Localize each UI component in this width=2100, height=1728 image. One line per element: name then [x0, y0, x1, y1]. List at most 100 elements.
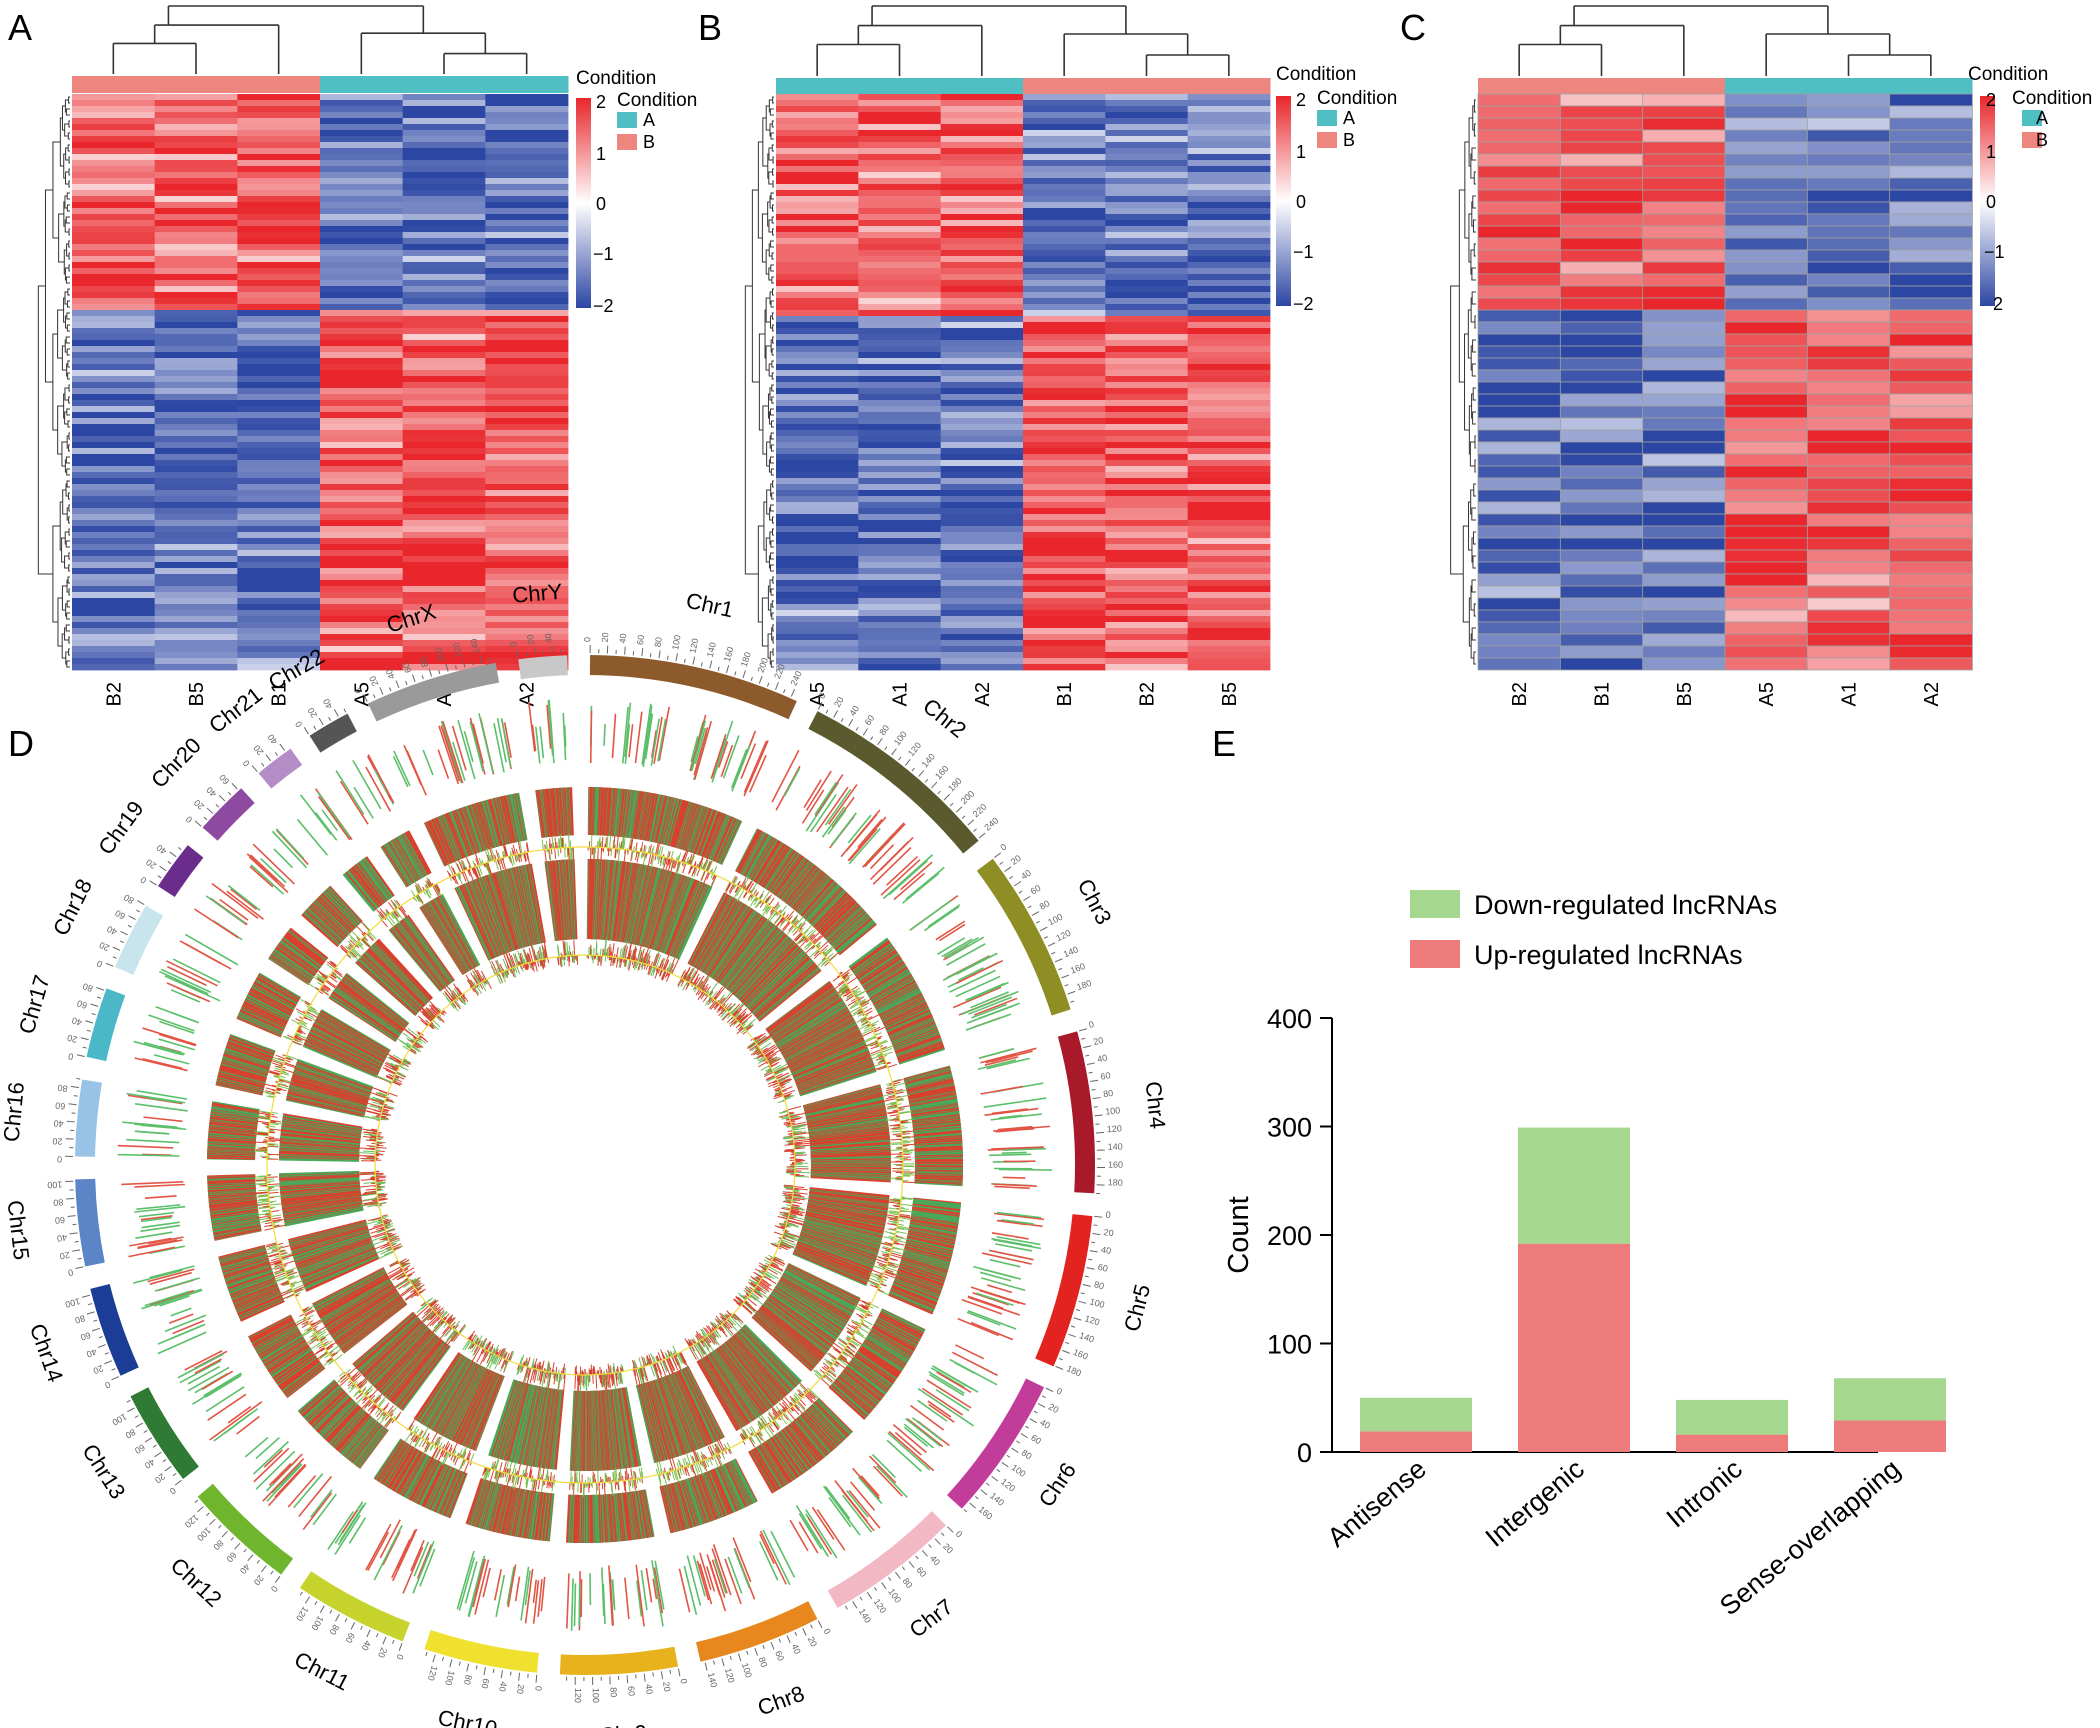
inner-histogram-mark	[606, 946, 609, 957]
colorbar-tick: 1	[1986, 142, 1996, 162]
heatmap-cell	[1559, 189, 1644, 203]
heatmap-cell	[776, 286, 859, 293]
dendrogram-branch	[65, 624, 70, 632]
heatmap-cell	[237, 196, 321, 203]
heatmap-cell	[1889, 261, 1973, 275]
chromosome-label: Chr2	[918, 693, 971, 742]
heatmap-cell	[1187, 538, 1271, 545]
dendrogram-branch	[761, 213, 768, 263]
heatmap-cell	[1559, 441, 1644, 455]
heatmap-cell	[72, 256, 156, 263]
heatmap-cell	[1023, 256, 1106, 263]
heatmap-cell	[858, 544, 942, 551]
heatmap-cell	[154, 370, 238, 377]
dendrogram-branch	[1472, 195, 1476, 209]
outer-track-mark	[994, 1185, 1030, 1190]
heatmap-cell	[940, 496, 1024, 503]
heatmap-cell	[402, 322, 486, 329]
heatmap-cell	[1187, 202, 1271, 209]
heatmap-cell	[776, 634, 859, 641]
dendrogram-branch	[769, 564, 774, 572]
heatmap-cell	[402, 652, 486, 659]
outer-track-mark	[905, 866, 945, 900]
heatmap-cell	[1187, 346, 1271, 353]
heatmap-cell	[1477, 237, 1562, 251]
dendrogram-branch	[1471, 267, 1476, 281]
heatmap-cell	[940, 184, 1024, 191]
heatmap-cell	[940, 400, 1024, 407]
heatmap-cell	[402, 334, 486, 341]
heatmap-cell	[940, 94, 1024, 101]
heatmap-cell	[1187, 580, 1271, 587]
heatmap-cell	[485, 100, 569, 107]
histogram-mark	[688, 855, 693, 865]
histogram-mark	[666, 850, 670, 858]
dendrogram-branch	[1472, 219, 1476, 233]
heatmap-cell	[858, 268, 942, 275]
heatmap-cell	[940, 604, 1024, 611]
outer-track-mark	[862, 822, 905, 868]
heatmap-cell	[1105, 196, 1189, 203]
outer-track-mark	[923, 905, 960, 932]
heatmap-cell	[1105, 460, 1189, 467]
dendrogram-branch	[67, 288, 70, 296]
dendrogram-branch	[771, 372, 774, 380]
heatmap-cell	[154, 154, 238, 161]
chromosome-tick	[1009, 876, 1014, 880]
heatmap-cell	[237, 412, 321, 419]
heatmap-cell	[1023, 460, 1106, 467]
dendrogram-branch	[770, 339, 773, 353]
heatmap-cell	[485, 250, 569, 257]
inner-histogram-mark	[661, 971, 667, 981]
dendrogram-branch	[68, 528, 70, 536]
inner-histogram-mark	[637, 949, 642, 962]
heatmap-cell	[1642, 465, 1726, 479]
heatmap-cell	[1023, 424, 1106, 431]
heatmap-cell	[940, 160, 1024, 167]
outer-track-mark	[857, 819, 883, 848]
chromosome-tick	[884, 746, 888, 751]
heatmap-cell	[1023, 136, 1106, 143]
heatmap-cell	[1187, 454, 1271, 461]
heatmap-cell	[1023, 298, 1106, 305]
heatmap-cell	[237, 136, 321, 143]
heatmap-cell	[237, 340, 321, 347]
dendrogram-branch	[769, 408, 774, 416]
heatmap-cell	[1642, 441, 1726, 455]
heatmap-cell	[1642, 165, 1726, 179]
colorbar	[1980, 96, 1995, 306]
dense-track-mark	[590, 787, 594, 836]
heatmap-cell	[154, 130, 238, 137]
heatmap-cell	[485, 448, 569, 455]
heatmap-cell	[1105, 214, 1189, 221]
heatmap-cell	[1642, 345, 1726, 359]
chromosome-tick-label: 100	[1046, 912, 1064, 928]
heatmap-cell	[320, 598, 404, 605]
outer-track-mark	[830, 812, 857, 846]
chromosome-tick-label: 200	[756, 656, 771, 674]
dendrogram-branch	[67, 144, 70, 152]
dendrogram-branch	[771, 252, 774, 260]
heatmap-cell	[402, 448, 486, 455]
heatmap-cell	[776, 640, 859, 647]
dendrogram-branch	[762, 405, 769, 455]
outer-track-mark	[992, 1183, 1037, 1187]
heatmap-cell	[776, 208, 859, 215]
heatmap-cell	[154, 514, 238, 521]
dendrogram-branch	[65, 216, 70, 224]
column-label: A5	[807, 682, 829, 706]
legend-title-inner: Condition	[617, 90, 697, 111]
heatmap-cell	[940, 526, 1024, 533]
heatmap-cell	[154, 592, 238, 599]
chromosome-tick-label: 240	[982, 815, 1000, 832]
heatmap-cell	[320, 448, 404, 455]
heatmap-cell	[940, 454, 1024, 461]
histogram-mark	[656, 842, 661, 856]
heatmap-cell	[154, 556, 238, 563]
dendrogram-branch	[66, 300, 70, 308]
heatmap-cell	[72, 580, 156, 587]
heatmap-cell	[940, 502, 1024, 509]
heatmap-cell	[1806, 609, 1891, 623]
dense-track-mark	[817, 896, 853, 932]
dendrogram-branch	[772, 636, 774, 644]
